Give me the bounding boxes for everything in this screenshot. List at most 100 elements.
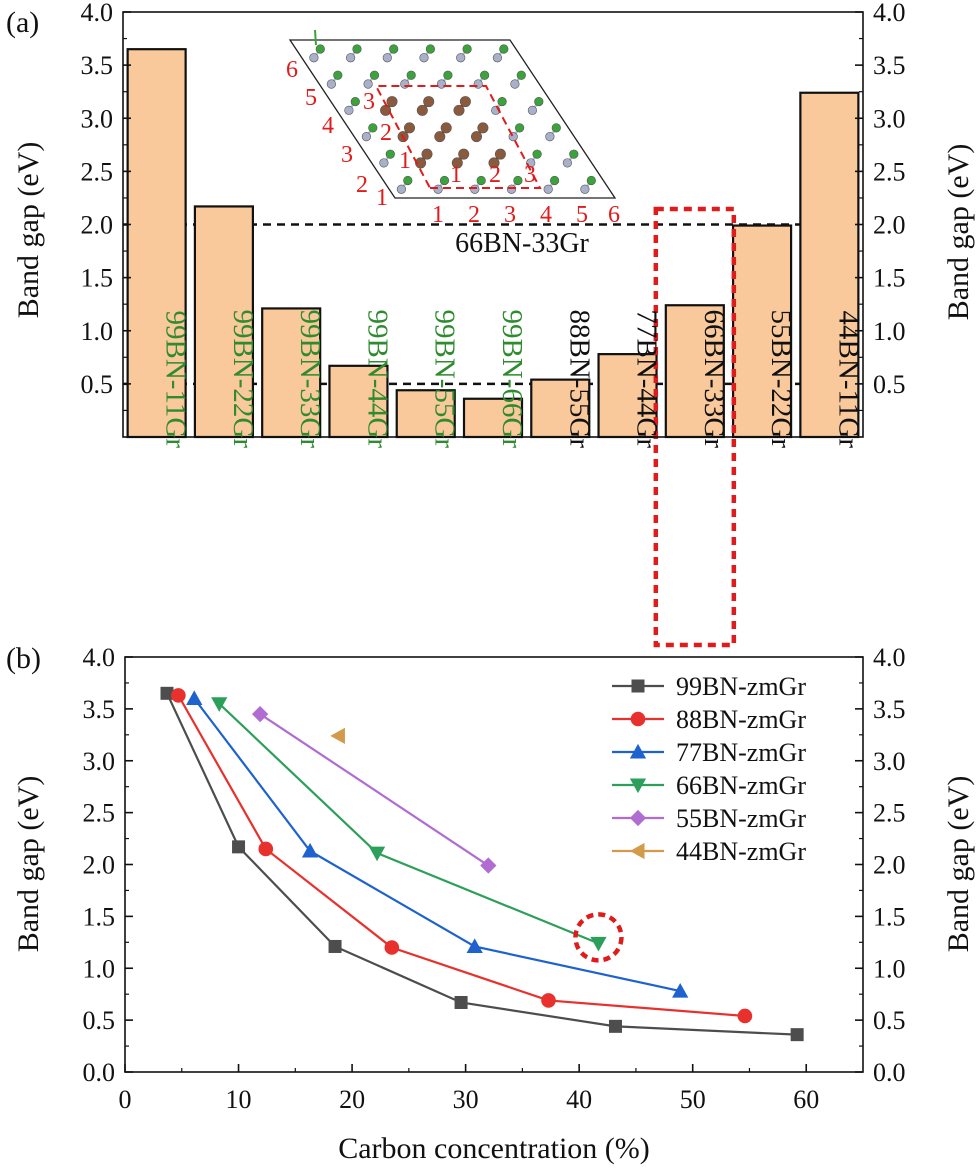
highlight-circle — [573, 912, 624, 963]
data-point — [171, 688, 186, 703]
lattice-edge-label: 5 — [305, 85, 317, 111]
lattice-edge-label: 5 — [576, 202, 588, 228]
bn-atom — [510, 79, 520, 89]
y-axis-tick-labels-left: 0.0 0.5 1.0 1.5 2.0 2.5 3.0 3.5 4.0 — [83, 643, 116, 1087]
category-label: 44BN-11Gr — [832, 311, 864, 449]
category-label: 99BN-22Gr — [227, 309, 259, 448]
y-axis-label-right: Band gap (eV) — [942, 776, 975, 953]
series-77BN-zmGr — [186, 690, 689, 998]
graphene-edge-label: 2 — [489, 162, 501, 188]
y-axis-ticks — [123, 11, 863, 412]
carbon-atom — [386, 96, 398, 108]
y-axis-label-left: Band gap (eV) — [12, 142, 45, 319]
bn-atom — [433, 184, 443, 194]
y-tick-label: 3.0 — [873, 747, 906, 776]
y-tick-label: 0.5 — [873, 370, 906, 399]
carbon-atom — [459, 96, 471, 108]
y-tick-label: 1.0 — [873, 954, 906, 983]
axis-ticks — [124, 656, 863, 1073]
data-point — [368, 846, 386, 862]
bn-atom — [462, 44, 472, 54]
carbon-atom — [488, 157, 500, 169]
y-tick-label: 2.0 — [83, 851, 116, 880]
bn-atom — [586, 175, 596, 186]
legend-item: 44BN-zmGr — [612, 837, 806, 866]
y-tick-label: 2.5 — [83, 799, 116, 828]
data-point — [466, 938, 483, 953]
bn-atom — [363, 79, 373, 89]
bn-atom — [513, 175, 523, 186]
lattice-edge-label: 2 — [468, 202, 480, 228]
lattice-edge-label: 3 — [504, 202, 516, 228]
bar-99BN-66Gr — [462, 397, 524, 439]
data-point — [328, 939, 342, 953]
y-tick-label: 4.0 — [873, 0, 906, 27]
carbon-atom — [421, 148, 433, 160]
carbon-atom — [470, 131, 482, 143]
carbon-atom — [458, 148, 470, 160]
lattice-edge-label: 1 — [432, 202, 444, 228]
series-44BN-zmGr — [330, 727, 345, 744]
data-point — [301, 842, 319, 858]
series-88BN-zmGr — [171, 688, 753, 1024]
bn-atom — [456, 53, 466, 63]
category-label: 88BN-55Gr — [563, 309, 595, 448]
x-tick-label: 30 — [453, 1085, 479, 1114]
y-axis-tick-labels-right: 0.5 1.0 1.5 2.0 2.5 3.0 3.5 4.0 — [873, 0, 906, 399]
bn-atom — [562, 158, 573, 168]
y-tick-label: 2.5 — [873, 799, 906, 828]
y-tick-label: 2.0 — [873, 851, 906, 880]
y-tick-label: 0.0 — [873, 1058, 906, 1087]
legend: 99BN-zmGr 88BN-zmGr 77BN-zmGr 66BN-zmGr 55BN… — [612, 672, 806, 866]
y-tick-label: 2.0 — [873, 211, 906, 240]
bn-atom — [569, 149, 579, 159]
lattice-edge-label: 2 — [356, 172, 368, 198]
highlight-box — [653, 206, 737, 648]
y-axis-tick-labels-right: 0.0 0.5 1.0 1.5 2.0 2.5 3.0 3.5 4.0 — [873, 643, 906, 1087]
series-66BN-zmGr — [211, 697, 607, 952]
bn-atom — [369, 70, 380, 80]
y-tick-label: 0.5 — [83, 1006, 116, 1035]
bn-atom — [400, 79, 410, 89]
legend-label: 55BN-zmGr — [676, 804, 806, 833]
y-tick-label: 1.0 — [83, 954, 116, 983]
bn-atom — [516, 70, 526, 80]
bar-99BN-22Gr — [193, 205, 255, 439]
legend-label: 77BN-zmGr — [676, 738, 806, 767]
category-label: 99BN-33Gr — [294, 309, 326, 448]
legend-label: 88BN-zmGr — [676, 705, 806, 734]
lattice-edge-label: 4 — [540, 202, 552, 228]
y-tick-label: 2.0 — [81, 211, 114, 240]
panel-b-label: (b) — [6, 642, 41, 675]
y-tick-label: 3.0 — [81, 104, 114, 133]
bn-atom — [514, 123, 525, 133]
bn-atom — [403, 175, 413, 186]
legend-swatch-marker — [630, 711, 646, 727]
bn-atom — [480, 70, 490, 80]
bn-atom — [436, 79, 447, 89]
carbon-atom — [440, 122, 452, 134]
category-label: 55BN-22Gr — [765, 309, 797, 448]
bn-atom — [419, 53, 429, 63]
legend-label: 66BN-zmGr — [676, 771, 806, 800]
bn-atom — [534, 96, 544, 107]
bn-atom — [527, 105, 538, 115]
bar-99BN-44Gr — [328, 364, 389, 439]
legend-item: 77BN-zmGr — [612, 738, 806, 767]
series-55BN-zmGr — [251, 705, 497, 874]
bar-99BN-11Gr — [126, 48, 187, 439]
panel-b: (b) 0.0 0.5 1.0 1.5 2.0 2.5 3.0 3.5 4.0 0.0 0.5 1.… — [6, 642, 975, 1165]
bn-atom — [406, 70, 416, 80]
data-point — [160, 686, 174, 700]
y-tick-label: 3.5 — [81, 51, 114, 80]
legend-swatch-marker — [629, 778, 647, 794]
legend-swatch-marker — [629, 743, 647, 759]
category-label: 99BN-55Gr — [429, 309, 461, 448]
series-line — [259, 713, 489, 867]
lattice-edge-label: 6 — [608, 202, 620, 228]
carbon-atom — [453, 104, 465, 116]
carbon-atom — [416, 104, 428, 116]
bn-atom — [532, 149, 542, 159]
bn-atom — [549, 175, 560, 186]
